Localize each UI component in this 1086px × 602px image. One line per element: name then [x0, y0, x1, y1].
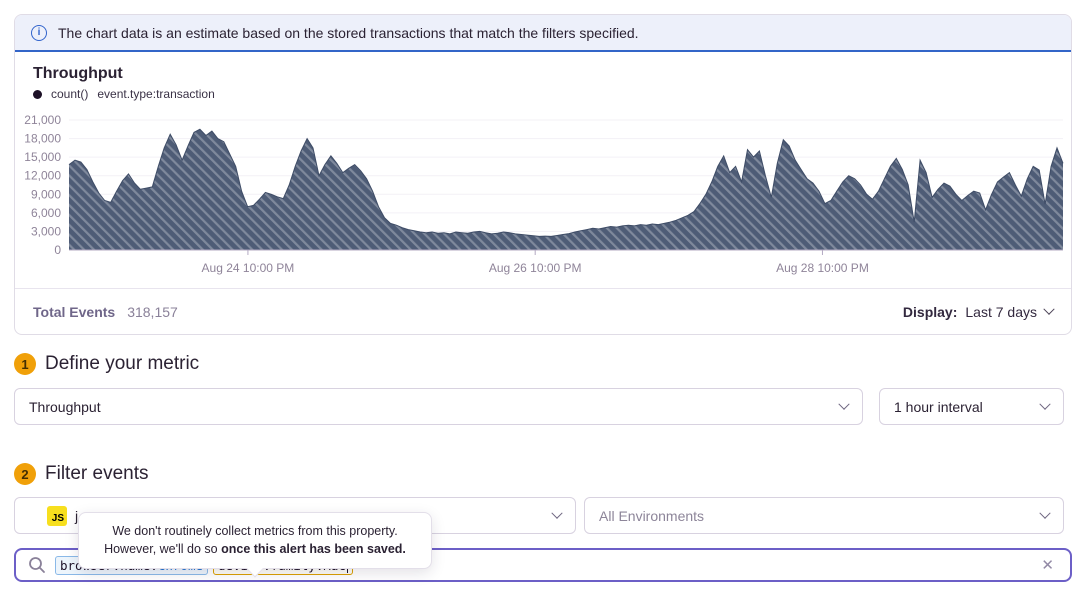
svg-text:6,000: 6,000	[31, 206, 61, 220]
clear-search-icon[interactable]: ✕	[1041, 557, 1054, 574]
chart-panel-footer: Total Events 318,157 Display: Last 7 day…	[15, 288, 1071, 334]
step-number-badge: 1	[14, 353, 36, 375]
javascript-platform-icon: JS	[47, 505, 67, 526]
section-define-metric: 1 Define your metric	[14, 353, 1072, 375]
svg-text:21,000: 21,000	[24, 113, 61, 127]
tooltip-line2: However, we'll do so once this alert has…	[104, 542, 406, 557]
interval-select[interactable]: 1 hour interval	[879, 388, 1064, 425]
display-label: Display:	[902, 303, 958, 320]
section-filter-events: 2 Filter events	[14, 463, 1072, 485]
project-select-value: j	[75, 507, 79, 524]
section-title: Define your metric	[45, 353, 200, 374]
series-dot-icon	[33, 89, 42, 99]
environment-select-value: All Environments	[599, 507, 705, 524]
environment-select[interactable]: All Environments	[584, 497, 1064, 534]
svg-text:3,000: 3,000	[31, 224, 61, 238]
chevron-down-icon	[1039, 398, 1051, 410]
search-icon	[29, 557, 45, 573]
metric-select[interactable]: Throughput	[14, 388, 863, 425]
info-banner-text: The chart data is an estimate based on t…	[58, 24, 639, 41]
info-icon: i	[31, 24, 47, 41]
chart-title: Throughput	[33, 65, 123, 82]
step-number-badge: 2	[14, 463, 36, 485]
chart-panel: i The chart data is an estimate based on…	[14, 14, 1072, 335]
legend-series-label: count()	[51, 87, 89, 101]
svg-text:18,000: 18,000	[24, 132, 61, 146]
chevron-down-icon	[838, 398, 850, 410]
total-events: Total Events 318,157	[33, 304, 178, 320]
tooltip-line1: We don't routinely collect metrics from …	[112, 524, 398, 538]
throughput-chart: 0 3,000 6,000 9,000 12,000 15,000 18,000 21,000…	[24, 113, 1064, 275]
interval-select-value: 1 hour interval	[894, 398, 983, 415]
total-events-value: 318,157	[127, 303, 178, 320]
section-title: Filter events	[45, 463, 149, 484]
chevron-down-icon	[1043, 303, 1055, 315]
svg-text:15,000: 15,000	[24, 150, 61, 164]
legend-query-label: event.type:transaction	[97, 87, 215, 101]
svg-text:9,000: 9,000	[31, 187, 61, 201]
svg-text:12,000: 12,000	[24, 169, 61, 183]
chevron-down-icon	[551, 507, 563, 519]
display-range-dropdown[interactable]: Display: Last 7 days	[902, 303, 1055, 320]
svg-text:Aug 24 10:00 PM: Aug 24 10:00 PM	[202, 261, 295, 275]
display-value: Last 7 days	[965, 303, 1037, 320]
chart-legend: count() event.type:transaction	[33, 87, 1053, 101]
chevron-down-icon	[1039, 507, 1051, 519]
svg-text:Aug 28 10:00 PM: Aug 28 10:00 PM	[776, 261, 869, 275]
svg-text:Aug 26 10:00 PM: Aug 26 10:00 PM	[489, 261, 582, 275]
property-warning-tooltip: We don't routinely collect metrics from …	[78, 512, 432, 578]
chart-header: Throughput count() event.type:transactio…	[15, 52, 1071, 103]
info-banner: i The chart data is an estimate based on…	[15, 15, 1071, 52]
metric-select-value: Throughput	[29, 398, 101, 415]
total-events-label: Total Events	[33, 303, 116, 320]
metric-row: Throughput 1 hour interval	[14, 388, 1064, 425]
svg-text:0: 0	[54, 243, 61, 257]
